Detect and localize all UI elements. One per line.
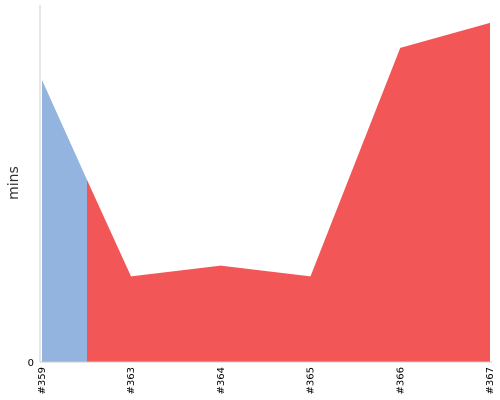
area-series-2 xyxy=(87,22,490,362)
x-tick-label: #366 xyxy=(395,367,406,394)
x-tick-label: #364 xyxy=(216,367,227,394)
chart-areas xyxy=(42,22,490,362)
x-tick-label: #359 xyxy=(37,367,48,394)
x-tick-label: #363 xyxy=(126,367,137,394)
y-tick-label: 0 xyxy=(28,358,34,369)
area-series-1 xyxy=(42,79,87,362)
x-tick-label: #367 xyxy=(485,367,496,394)
y-axis-label: mins xyxy=(6,166,22,200)
x-tick-labels: #359 #363 #364 #365 #366 #367 xyxy=(37,367,496,394)
x-tick-label: #365 xyxy=(306,367,317,394)
